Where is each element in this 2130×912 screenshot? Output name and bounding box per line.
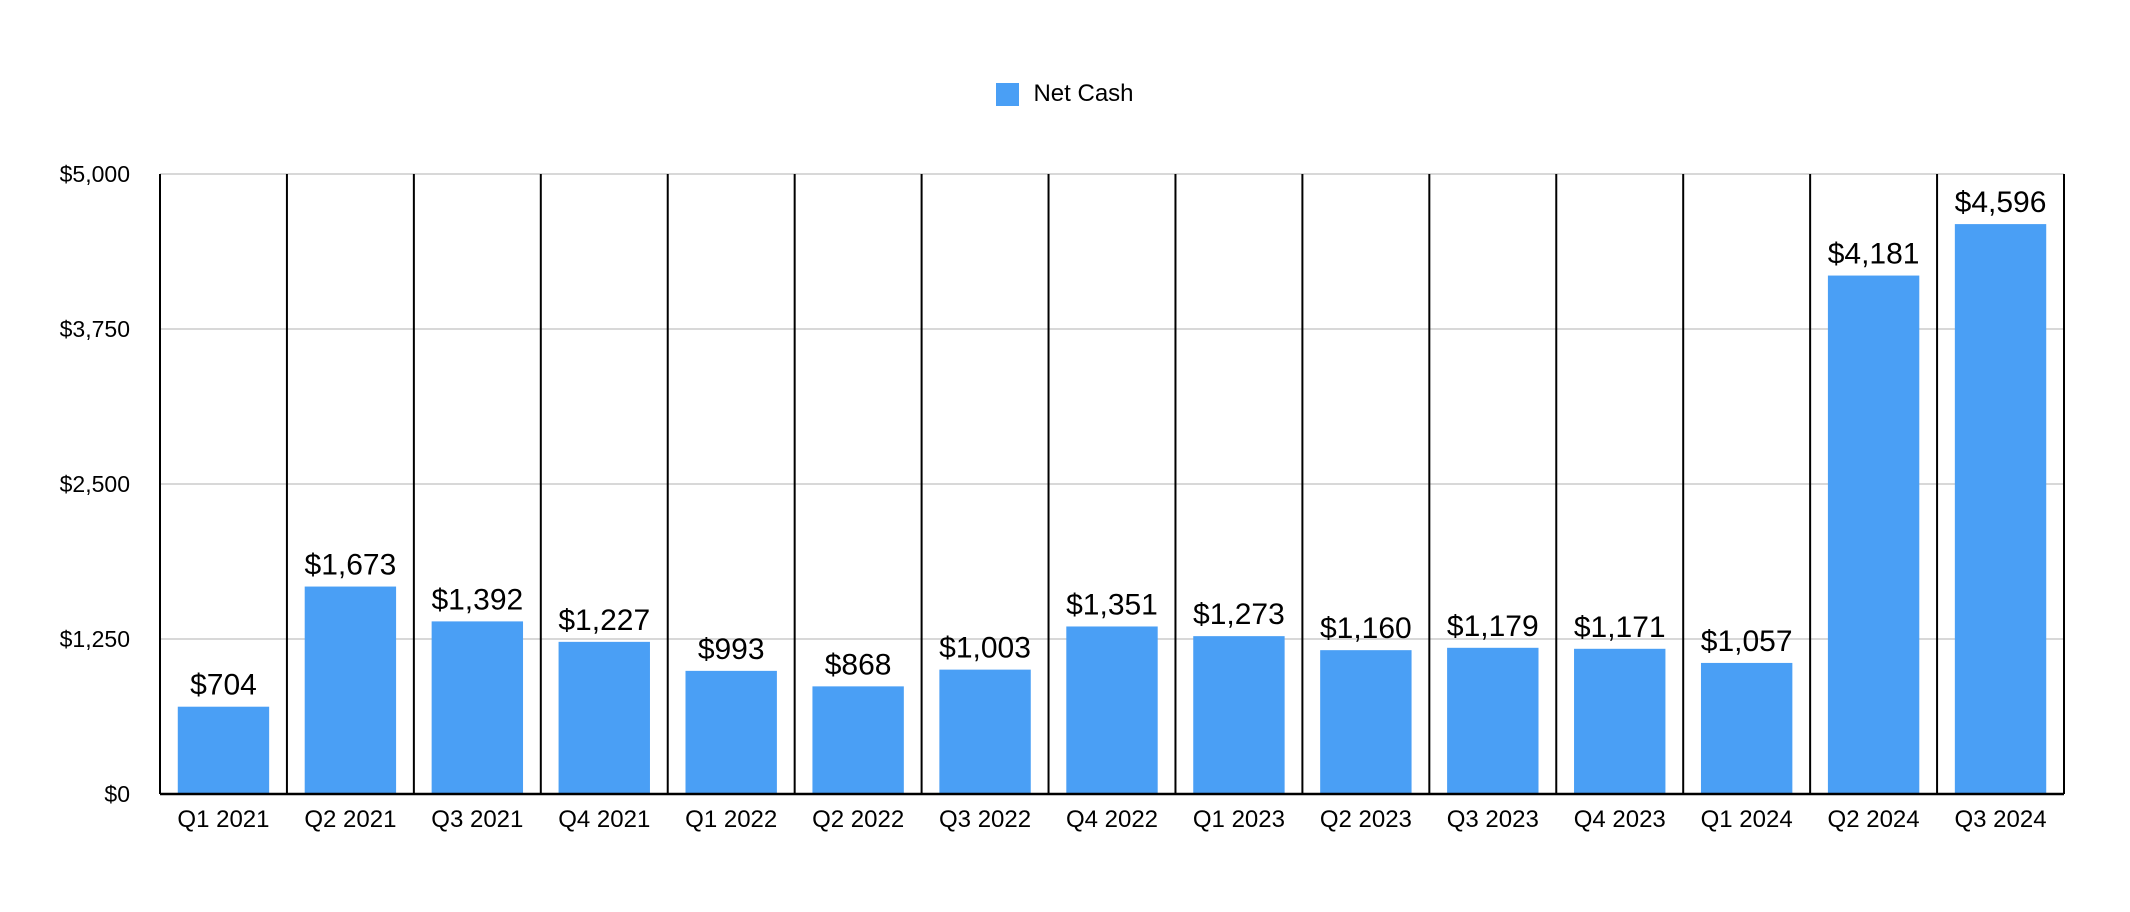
bar [431,621,524,794]
y-tick-label: $1,250 [60,626,130,652]
x-tick-label: Q1 2022 [685,806,777,833]
bar [1574,648,1666,794]
bar [1320,650,1412,794]
bar [1066,626,1158,794]
x-tick-label: Q2 2022 [812,806,904,833]
x-tick-label: Q2 2024 [1828,806,1920,833]
data-label: $1,273 [1193,598,1285,631]
x-tick-label: Q3 2024 [1954,806,2046,833]
legend: Net Cash [0,80,2130,108]
y-tick-label: $3,750 [60,316,130,342]
data-label: $4,596 [1955,186,2047,219]
x-tick-label: Q1 2023 [1193,806,1285,833]
data-label: $4,181 [1828,238,1920,271]
y-tick-label: $5,000 [60,161,130,187]
legend-label: Net Cash [1033,80,1134,107]
x-tick-label: Q1 2021 [177,806,269,833]
x-tick-label: Q2 2023 [1320,806,1412,833]
data-label: $1,171 [1574,611,1666,644]
data-label: $1,179 [1447,610,1539,643]
bar [177,706,270,794]
x-tick-label: Q4 2022 [1066,806,1158,833]
bar [685,670,777,794]
x-tick-label: Q3 2023 [1447,806,1539,833]
bar [1447,647,1539,794]
data-label: $1,351 [1066,588,1158,621]
y-tick-label: $2,500 [60,471,130,497]
data-label: $704 [190,669,257,702]
data-label: $1,160 [1320,612,1412,645]
bar [812,686,904,794]
legend-swatch [996,82,1020,106]
x-tick-label: Q4 2023 [1574,806,1666,833]
data-label: $1,392 [431,583,523,616]
bar [1700,662,1793,794]
bar [304,586,397,794]
data-label: $1,227 [558,604,650,637]
x-tick-label: Q3 2022 [939,806,1031,833]
data-label: $868 [825,648,892,681]
x-tick-label: Q4 2021 [558,806,650,833]
x-tick-label: Q3 2021 [431,806,523,833]
bar [939,669,1031,794]
data-label: $993 [698,633,765,666]
bar [1954,224,2047,794]
y-tick-label: $0 [104,781,130,807]
data-label: $1,057 [1701,625,1793,658]
x-tick-label: Q2 2021 [304,806,396,833]
bar [1193,636,1285,794]
x-tick-label: Q1 2024 [1701,806,1793,833]
data-label: $1,673 [305,549,397,582]
data-label: $1,003 [939,632,1031,665]
bar [1827,275,1920,794]
bar [558,641,650,794]
